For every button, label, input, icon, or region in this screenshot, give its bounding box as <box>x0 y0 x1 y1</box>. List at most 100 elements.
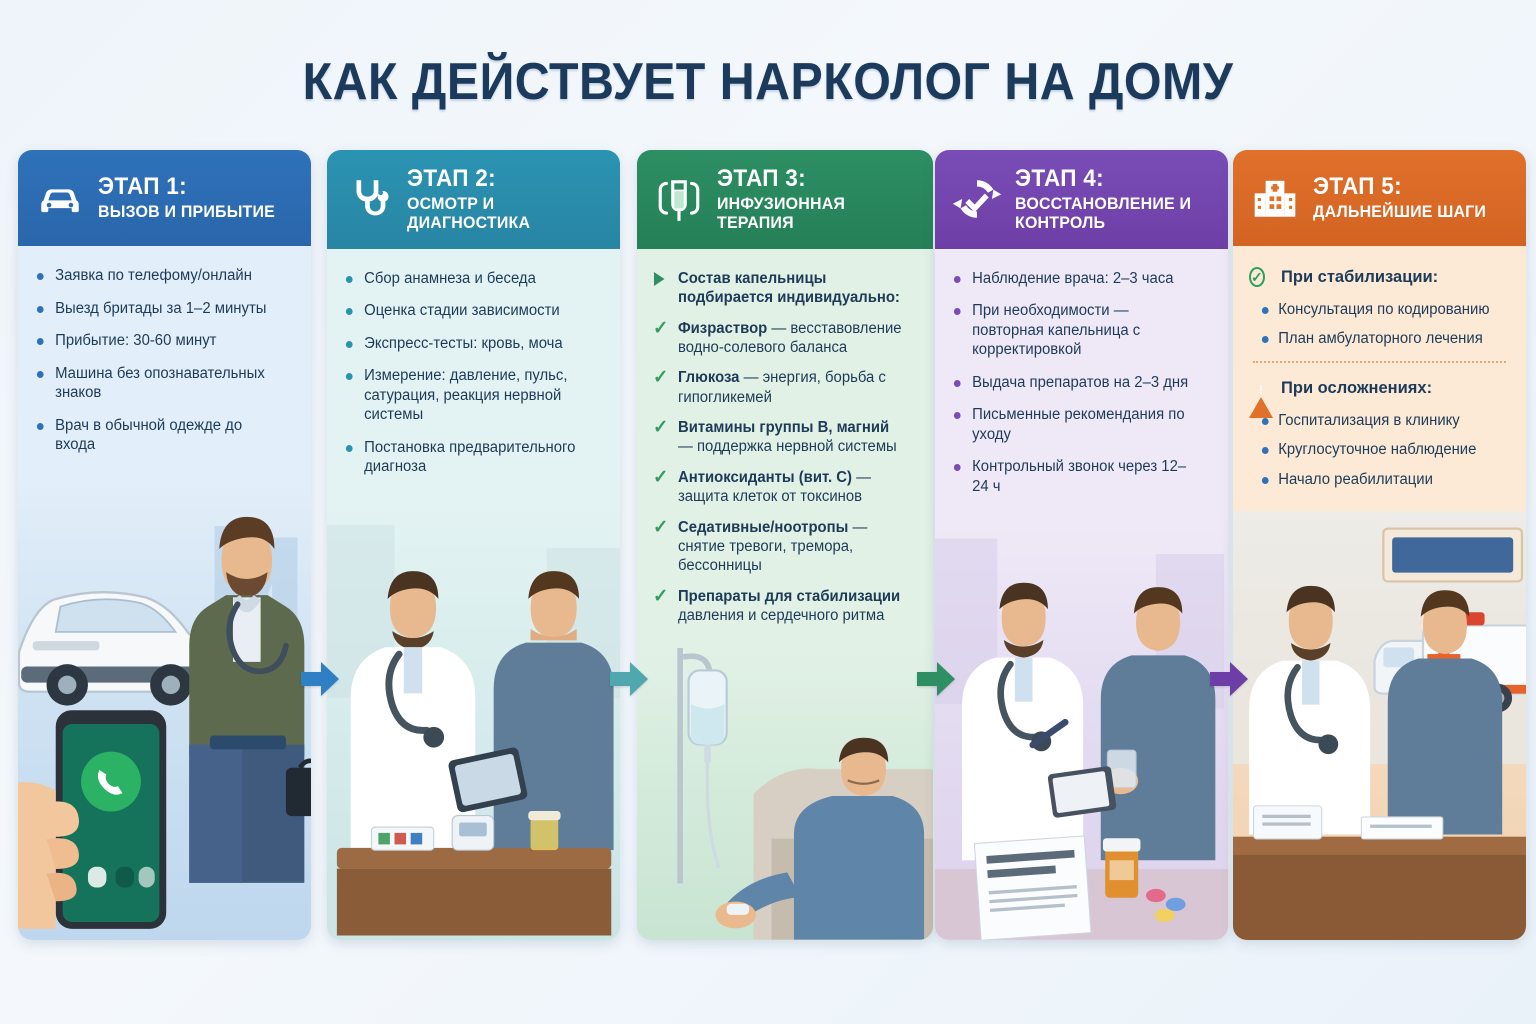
illustration-stage-5: КЛИНИКА <box>1233 510 1526 940</box>
triangle-bullet-icon <box>653 271 665 286</box>
stage-card-2[interactable]: ЭТАП 2: ОСМОТР И ДИАГНОСТИКА Сбор анамне… <box>327 150 620 940</box>
page-title: КАК ДЕЙСТВУЕТ НАРКОЛОГ НА ДОМУ <box>302 53 1234 111</box>
check-list-3: Состав капельницы подбирается индивидуал… <box>653 269 917 626</box>
illustration-stage-3 <box>637 648 933 940</box>
check-circle-icon: ✓ <box>1249 267 1265 287</box>
list-item: Врач в обычной одежде до входа <box>34 416 285 455</box>
item-desc: — снятие тревоги, тремора, бессонницы <box>677 518 868 575</box>
stage-subtitle-4: ВОССТАНОВЛЕНИЕ И КОНТРОЛЬ <box>1015 194 1192 233</box>
check-icon: ✓ <box>653 417 669 439</box>
stage-body-1: Заявка по телефому/онлайн Выезд бритады … <box>18 246 311 480</box>
arrow-stage4-to-stage5 <box>1208 660 1250 698</box>
warning-triangle-icon: ! <box>1249 377 1273 418</box>
list-item: Госпитализация в клинику <box>1259 411 1500 430</box>
stage-body-5: ✓ При стабилизации: Консультация по коди… <box>1233 246 1526 511</box>
list-item: Прибытие: 30-60 минут <box>34 331 285 351</box>
list-item: Постановка предварительного диагноза <box>343 438 594 477</box>
illustration-stage-4: РЕКОМЕНДАЦИИ ПО УХОДУ <box>935 521 1228 940</box>
arrow-stage2-to-stage3 <box>608 660 650 698</box>
list-item: Выдача препаратов на 2–3 дня <box>951 373 1202 393</box>
list-item: ✓ Физраствор — весставовление водно-соле… <box>653 319 906 358</box>
lead-text: Состав капельницы подбирается индивидуал… <box>677 269 900 307</box>
group-heading-text: При осложнениях: <box>1281 378 1433 397</box>
item-term: Препараты для стабилизации <box>677 587 901 605</box>
stage-body-3: Состав капельницы подбирается индивидуал… <box>637 248 933 649</box>
list-item: Выезд бритады за 1–2 минуты <box>34 299 285 319</box>
stage-header-5: ЭТАП 5: ДАЛЬНЕЙШИЕ ШАГИ <box>1233 150 1526 246</box>
stage-label-1: ЭТАП 1: <box>98 172 187 200</box>
stage-label-2: ЭТАП 2: <box>407 165 496 192</box>
stage-card-4[interactable]: ЭТАП 4: ВОССТАНОВЛЕНИЕ И КОНТРОЛЬ Наблюд… <box>935 150 1228 940</box>
item-desc: давления и сердечного ритма <box>677 607 885 625</box>
stage-card-3[interactable]: ЭТАП 3: ИНФУЗИОННАЯ ТЕРАПИЯ Состав капел… <box>637 150 933 940</box>
list-item: Письменные рекомендания по уходу <box>951 405 1202 444</box>
list-item: План амбулаторного лечения <box>1259 329 1500 348</box>
list-item: Измерение: давление, пульс, сатурация, р… <box>343 366 594 425</box>
hospital-icon <box>1249 172 1301 224</box>
item-desc: — защита клеток от токсинов <box>677 468 871 506</box>
group-heading-text: При стабилизации: <box>1281 268 1439 286</box>
illustration-stage-1: ВЫЗОВ НАРКОЛОГА <box>18 479 311 940</box>
list-item: Наблюдение врача: 2–3 часа <box>951 269 1202 289</box>
refresh-check-icon <box>951 173 1003 225</box>
item-term: Физраствор <box>677 319 768 337</box>
stabilization-list: Консультация по кодированию План амбулат… <box>1259 300 1510 349</box>
group-heading-complications: ! При осложнениях: <box>1249 377 1510 418</box>
list-item: При необходимости — повторная капельница… <box>951 301 1202 360</box>
list-item: Контрольный звонок через 12–24 ч <box>951 457 1202 496</box>
item-term: Витамины группы В, магний <box>677 419 890 437</box>
list-item: Заявка по телефому/онлайн <box>34 266 285 286</box>
illustration-stage-2 <box>327 501 620 940</box>
bullet-list-1: Заявка по телефому/онлайн Выезд бритады … <box>34 266 295 455</box>
check-icon: ✓ <box>653 317 669 339</box>
group-heading-stabilization: ✓ При стабилизации: <box>1249 266 1510 288</box>
check-icon: ✓ <box>653 367 669 389</box>
list-item: Оценка стадии зависимости <box>343 301 594 321</box>
stage-header-1: ЭТАП 1: ВЫЗОВ И ПРИБЫТИЕ <box>18 150 311 246</box>
stage-card-1[interactable]: ЭТАП 1: ВЫЗОВ И ПРИБЫТИЕ Заявка по телеф… <box>18 150 311 940</box>
list-item-lead: Состав капельницы подбирается индивидуал… <box>653 269 906 308</box>
item-desc: — энергия, борьба с гипогликемей <box>677 369 886 406</box>
stage-body-4: Наблюдение врача: 2–3 часа При необходим… <box>935 248 1228 522</box>
stethoscope-icon <box>343 173 395 225</box>
list-item: ✓ Глюкоза — энергия, борьба с гипогликем… <box>653 368 906 407</box>
item-term: Антиоксиданты (вит. С) <box>677 468 852 486</box>
list-item: ✓ Седативные/ноотропы — снятие тревоги, … <box>653 518 906 576</box>
list-item: Машина без опознавательных знаков <box>34 364 285 403</box>
list-item: Экспресс-тесты: кровь, моча <box>343 334 594 354</box>
stage-header-4: ЭТАП 4: ВОССТАНОВЛЕНИЕ И КОНТРОЛЬ <box>935 150 1228 249</box>
stage-body-2: Сбор анамнеза и беседа Оценка стадии зав… <box>327 248 620 502</box>
item-term: Седативные/ноотропы <box>677 518 849 536</box>
list-item: Консультация по кодированию <box>1259 300 1500 319</box>
list-item: ✓ Антиоксиданты (вит. С) — защита клеток… <box>653 468 906 507</box>
stage-label-3: ЭТАП 3: <box>717 165 806 192</box>
check-icon: ✓ <box>653 466 669 488</box>
stage-subtitle-5: ДАЛЬНЕЙШИЕ ШАГИ <box>1313 202 1487 222</box>
complications-list: Госпитализация в клинику Круглосуточное … <box>1259 411 1510 489</box>
list-item: Сбор анамнеза и беседа <box>343 269 594 289</box>
list-item: Начало реабилитации <box>1259 470 1500 489</box>
stage-header-2: ЭТАП 2: ОСМОТР И ДИАГНОСТИКА <box>327 150 620 249</box>
stage-label-4: ЭТАП 4: <box>1015 165 1104 192</box>
section-divider <box>1253 360 1506 363</box>
check-icon: ✓ <box>653 516 669 538</box>
stage-header-3: ЭТАП 3: ИНФУЗИОННАЯ ТЕРАПИЯ <box>637 150 933 249</box>
item-term: Глюкоза <box>677 369 740 387</box>
stage-subtitle-2: ОСМОТР И ДИАГНОСТИКА <box>407 194 531 233</box>
list-item: ✓ Препараты для стабилизации давления и … <box>653 587 906 626</box>
stage-subtitle-1: ВЫЗОВ И ПРИБЫТИЕ <box>98 202 275 222</box>
bullet-list-2: Сбор анамнеза и беседа Оценка стадии зав… <box>343 269 604 477</box>
list-item: ✓ Витамины группы В, магний — поддержка … <box>653 418 906 457</box>
arrow-stage3-to-stage4 <box>915 660 957 698</box>
stage-subtitle-3: ИНФУЗИОННАЯ ТЕРАПИЯ <box>717 194 846 233</box>
stage-card-5[interactable]: ЭТАП 5: ДАЛЬНЕЙШИЕ ШАГИ ✓ При стабилизац… <box>1233 150 1526 940</box>
stages-board: ЭТАП 1: ВЫЗОВ И ПРИБЫТИЕ Заявка по телеф… <box>0 150 1536 950</box>
stage-label-5: ЭТАП 5: <box>1313 172 1402 200</box>
iv-drip-icon <box>653 173 705 225</box>
check-icon: ✓ <box>653 585 669 607</box>
car-icon <box>34 172 86 224</box>
item-desc: — весставовление водно-солевого баланса <box>677 319 902 356</box>
bullet-list-4: Наблюдение врача: 2–3 часа При необходим… <box>951 269 1212 497</box>
item-desc: — поддержка нервной системы <box>677 438 897 456</box>
arrow-stage1-to-stage2 <box>299 660 341 698</box>
